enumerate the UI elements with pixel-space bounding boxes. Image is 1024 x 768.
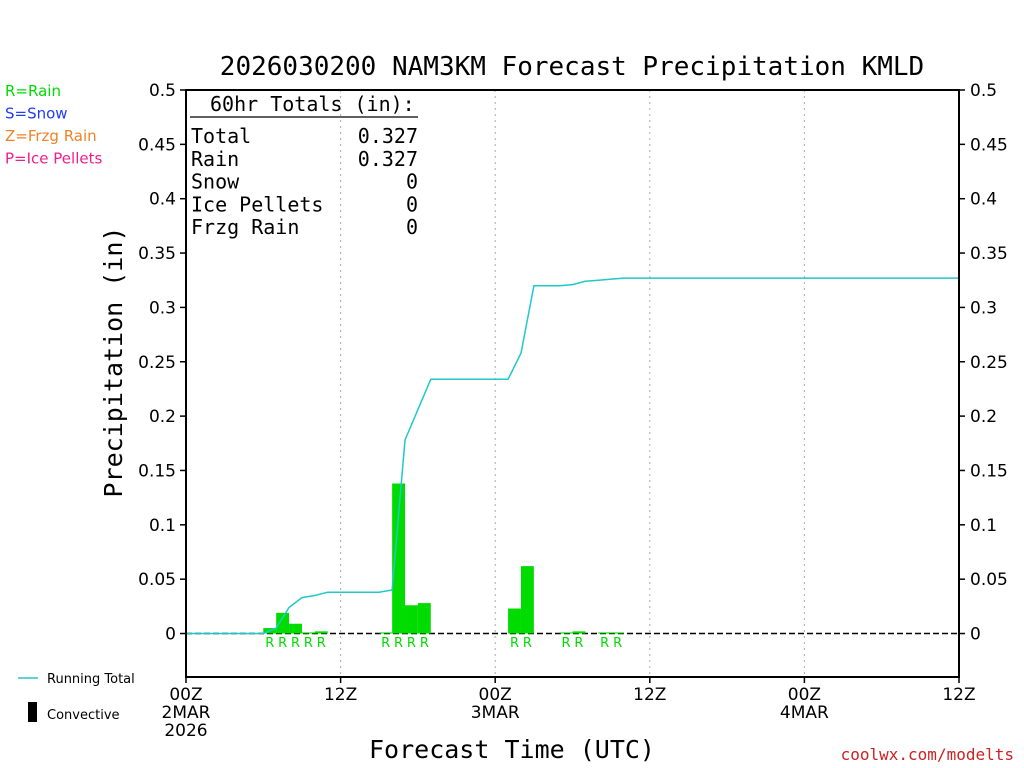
precip-bar-10 xyxy=(520,566,534,634)
x-tick-label-0-1: 2MAR xyxy=(162,703,211,723)
precip-bar-12 xyxy=(572,631,586,634)
y-tick-label-right-0: 0 xyxy=(970,625,981,645)
totals-row-label-4: Frzg Rain xyxy=(191,215,299,239)
totals-row-label-1: Rain xyxy=(191,147,239,171)
credit-text: coolwx.com/modelts xyxy=(841,745,1014,764)
chart-title: 2026030200 NAM3KM Forecast Precipitation… xyxy=(220,52,924,82)
totals-row-label-0: Total xyxy=(191,124,251,148)
precip-type-mark-8: R xyxy=(420,636,429,651)
precip-bar-8 xyxy=(417,603,431,634)
y-tick-label-left-6: 0.3 xyxy=(149,298,176,318)
totals-row-value-0: 0.327 xyxy=(358,124,418,148)
precip-type-mark-12: R xyxy=(574,636,583,651)
y-axis-left: 0 0.05 0.1 0.15 0.2 0.25 0.3 0.35 0.4 0.45 0.5 xyxy=(138,81,186,645)
precip-type-legend-0: R=Rain xyxy=(5,82,61,100)
precip-type-legend-1: S=Snow xyxy=(5,105,68,123)
precip-type-legend-3: P=Ice Pellets xyxy=(5,150,102,168)
y-tick-label-right-4: 0.2 xyxy=(970,407,997,427)
y-tick-label-left-10: 0.5 xyxy=(149,81,176,101)
precip-type-mark-13: R xyxy=(600,636,609,651)
precip-bar-13 xyxy=(598,632,612,634)
precip-type-mark-5: R xyxy=(381,636,390,651)
x-tick-label-5-0: 12Z xyxy=(942,685,975,705)
y-tick-label-right-8: 0.4 xyxy=(970,190,997,210)
y-tick-label-left-4: 0.2 xyxy=(149,407,176,427)
y-tick-label-left-2: 0.1 xyxy=(149,516,176,536)
running-total-series xyxy=(186,277,959,635)
y-tick-label-left-9: 0.45 xyxy=(138,135,176,155)
convective-legend-swatch xyxy=(28,702,37,722)
precip-bar-4 xyxy=(314,631,328,634)
precip-bars xyxy=(263,483,625,634)
running-total-legend-label: Running Total xyxy=(47,672,135,687)
precip-type-mark-6: R xyxy=(394,636,403,651)
precip-bar-3 xyxy=(301,632,315,634)
precip-type-mark-9: R xyxy=(510,636,519,651)
precip-type-mark-3: R xyxy=(304,636,313,651)
y-tick-label-left-8: 0.4 xyxy=(149,190,176,210)
precip-type-mark-2: R xyxy=(291,636,300,651)
precip-bar-5 xyxy=(379,632,393,634)
totals-row-value-2: 0 xyxy=(406,170,418,194)
y-tick-label-right-3: 0.15 xyxy=(970,461,1008,481)
totals-box: 60hr Totals (in): Total 0.327 Rain 0.327 Snow… xyxy=(190,92,418,239)
precip-type-mark-4: R xyxy=(317,636,326,651)
x-tick-label-2-1: 3MAR xyxy=(471,703,520,723)
series-legend: Running Total Convective xyxy=(18,672,135,723)
y-tick-label-right-5: 0.25 xyxy=(970,353,1008,373)
precip-type-legend: R=Rain S=Snow Z=Frzg Rain P=Ice Pellets xyxy=(5,82,102,168)
totals-row-value-4: 0 xyxy=(406,215,418,239)
x-tick-label-1-0: 12Z xyxy=(324,685,357,705)
precip-bar-11 xyxy=(559,632,573,634)
y-tick-label-left-7: 0.35 xyxy=(138,244,176,264)
x-tick-label-4-1: 4MAR xyxy=(780,703,829,723)
precip-type-mark-1: R xyxy=(278,636,287,651)
precip-type-legend-2: Z=Frzg Rain xyxy=(5,127,97,145)
precip-bar-1 xyxy=(276,612,290,634)
precip-type-mark-10: R xyxy=(523,636,532,651)
x-tick-label-3-0: 12Z xyxy=(633,685,666,705)
x-axis-title: Forecast Time (UTC) xyxy=(369,735,655,764)
totals-row-value-3: 0 xyxy=(406,192,418,216)
precip-bar-2 xyxy=(289,623,302,634)
y-tick-label-right-9: 0.45 xyxy=(970,135,1008,155)
y-tick-label-right-6: 0.3 xyxy=(970,298,997,318)
y-axis-title: Precipitation (in) xyxy=(99,227,128,498)
y-tick-label-right-1: 0.05 xyxy=(970,570,1008,590)
x-tick-label-4-0: 00Z xyxy=(788,685,821,705)
totals-header: 60hr Totals (in): xyxy=(210,92,415,116)
grid-lines xyxy=(340,90,805,677)
precip-bar-7 xyxy=(405,605,418,634)
y-tick-label-left-3: 0.15 xyxy=(138,461,176,481)
y-tick-label-left-0: 0 xyxy=(165,625,176,645)
x-tick-label-0-2: 2026 xyxy=(164,721,207,741)
precip-type-mark-0: R xyxy=(265,636,274,651)
y-tick-label-right-7: 0.35 xyxy=(970,244,1008,264)
convective-legend-label: Convective xyxy=(47,708,120,723)
precip-bar-14 xyxy=(611,632,625,634)
running-total-line xyxy=(186,277,959,635)
totals-row-value-1: 0.327 xyxy=(358,147,418,171)
precip-type-mark-11: R xyxy=(562,636,571,651)
totals-row-label-2: Snow xyxy=(191,170,240,194)
x-tick-label-0-0: 00Z xyxy=(169,685,202,705)
x-tick-label-2-0: 00Z xyxy=(479,685,512,705)
y-tick-label-right-10: 0.5 xyxy=(970,81,997,101)
plot-frame xyxy=(185,89,960,678)
totals-row-label-3: Ice Pellets xyxy=(191,192,323,216)
precip-bar-6 xyxy=(392,483,406,634)
precip-bar-9 xyxy=(508,608,521,634)
y-tick-label-left-5: 0.25 xyxy=(138,353,176,373)
y-tick-label-left-1: 0.05 xyxy=(138,570,176,590)
y-tick-label-right-2: 0.1 xyxy=(970,516,997,536)
precip-type-mark-7: R xyxy=(407,636,416,651)
y-axis-right: 0 0.05 0.1 0.15 0.2 0.25 0.3 0.35 0.4 0.45 0.5 xyxy=(959,81,1008,645)
precip-type-mark-14: R xyxy=(613,636,622,651)
